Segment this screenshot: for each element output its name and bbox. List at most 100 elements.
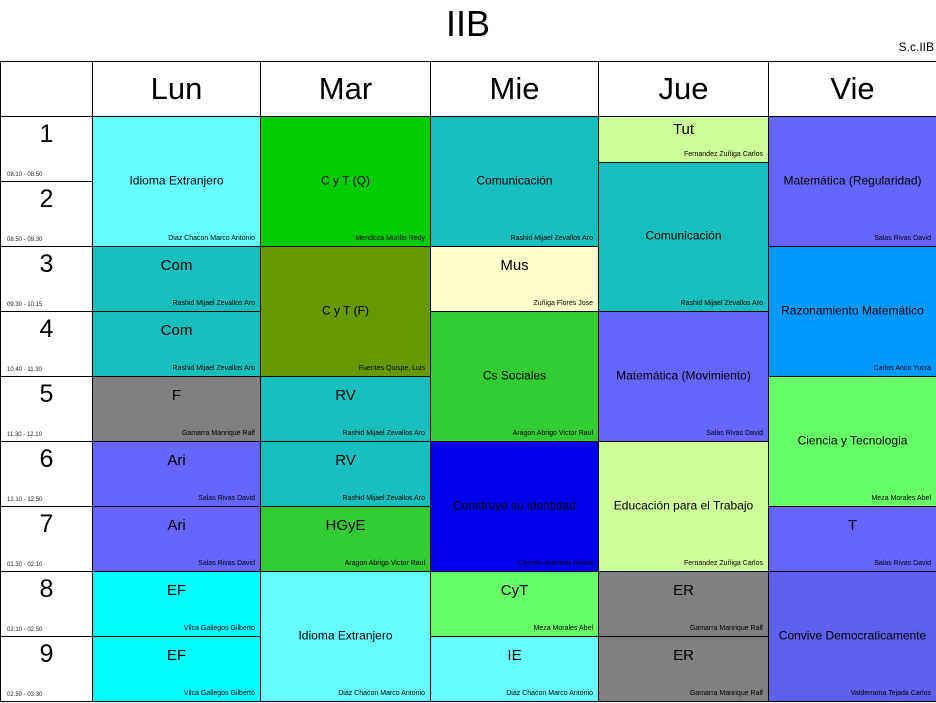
class-teacher: Gamarra Manrique Ralf: [689, 690, 763, 697]
class-block: EF Vilca Gallegos Gilberto: [92, 571, 261, 637]
class-teacher: Meza Morales Abel: [533, 625, 593, 632]
class-teacher: Rashid Mijael Zevallos Aro: [510, 235, 593, 242]
class-subject: IE: [507, 647, 522, 664]
class-block: Comunicación Rashid Mijael Zevallos Aro: [430, 116, 599, 247]
class-teacher: Rashid Mijael Zevallos Aro: [172, 365, 255, 372]
class-subject: C y T (Q): [321, 173, 370, 188]
class-block: F Gamarra Manrique Ralf: [92, 376, 261, 442]
period-time: 12.10 - 12.50: [7, 497, 43, 503]
period-number: 8: [39, 575, 54, 603]
class-subject: F: [171, 387, 182, 404]
class-block: RV Rashid Mijael Zevallos Aro: [260, 441, 431, 507]
class-teacher: Salas Rivas David: [198, 495, 255, 502]
period-label-4: 4 10.40 - 11.30: [0, 311, 93, 377]
period-time: 08.10 - 08.50: [7, 172, 43, 178]
period-number: 7: [39, 510, 54, 538]
corner-cell: [0, 61, 93, 117]
class-block: C y T (F) Fuentes Quispe, Luis: [260, 246, 431, 377]
class-block: Com Rashid Mijael Zevallos Aro: [92, 311, 261, 377]
class-subject: C y T (F): [322, 303, 369, 318]
class-block: Ari Salas Rivas David: [92, 441, 261, 507]
class-teacher: Salas Rivas David: [874, 560, 931, 567]
class-subject: Idioma Extranjero: [129, 173, 224, 188]
class-block: Cs Sociales Aragon Abrigo Victor Raul: [430, 311, 599, 442]
period-label-2: 2 08.50 - 09.30: [0, 181, 93, 247]
class-teacher: Rashid Mijael Zevallos Aro: [342, 430, 425, 437]
class-subject: HGyE: [325, 517, 366, 534]
class-subject: ER: [673, 647, 694, 664]
day-label: Mar: [318, 71, 373, 106]
class-subject: RV: [335, 452, 356, 469]
class-block: Comunicación Rashid Mijael Zevallos Aro: [598, 161, 769, 312]
class-block: HGyE Aragon Abrigo Victor Raul: [260, 506, 431, 572]
class-teacher: Rashid Mijael Zevallos Aro: [342, 495, 425, 502]
class-block: Idioma Extranjero Diaz Chacon Marco Anton…: [260, 571, 431, 702]
class-subject: T: [847, 517, 858, 534]
day-label: Vie: [830, 71, 875, 106]
class-teacher: Salas Rivas David: [874, 235, 931, 242]
class-subject: RV: [335, 387, 356, 404]
class-subject: EF: [166, 582, 187, 599]
day-header-jue: Jue: [598, 61, 769, 117]
class-subject: Cs Sociales: [482, 368, 547, 383]
class-subject: Convive Democraticamente: [778, 628, 927, 643]
class-block: Educación para el Trabajo Fernandez Zuñig…: [598, 441, 769, 572]
class-block: Com Rashid Mijael Zevallos Aro: [92, 246, 261, 312]
class-subject: EF: [166, 647, 187, 664]
class-block: RV Rashid Mijael Zevallos Aro: [260, 376, 431, 442]
class-block: T Salas Rivas David: [768, 506, 936, 572]
period-time: 10.40 - 11.30: [7, 367, 42, 373]
class-subject: Ari: [167, 517, 186, 534]
class-subject: Comunicación: [645, 228, 722, 243]
class-subject: CyT: [500, 582, 529, 599]
class-block: CyT Meza Morales Abel: [430, 571, 599, 637]
period-number: 2: [39, 185, 54, 213]
class-teacher: Diaz Chacon Marco Antonio: [338, 690, 425, 697]
class-teacher: Diaz Chacon Marco Antonio: [506, 690, 593, 697]
class-block: Matemática (Movimiento) Salas Rivas David: [598, 311, 769, 442]
class-teacher: Zuñiga Flores Jose: [533, 300, 593, 307]
class-subject: Ciencia y Tecnologia: [797, 433, 908, 448]
day-header-mar: Mar: [260, 61, 431, 117]
timetable-grid: Lun Mar Mie Jue Vie 1 08.10 - 08.50 2 08.50 - 09…: [0, 61, 936, 702]
class-code: S.c.IIB: [898, 40, 934, 54]
class-subject: Matemática (Movimiento): [616, 368, 751, 383]
class-teacher: Aragon Abrigo Victor Raul: [344, 560, 425, 567]
period-time: 02.10 - 02.50: [7, 627, 43, 633]
period-time: 08.50 - 09.30: [7, 237, 43, 243]
period-label-6: 6 12.10 - 12.50: [0, 441, 93, 507]
class-block: Matemática (Regularidad) Salas Rivas Davi…: [768, 116, 936, 247]
period-label-5: 5 11.30 - 12.10: [0, 376, 93, 442]
class-block: Construye su identidad Carnelo Arambar Ri…: [430, 441, 599, 572]
class-subject: ER: [673, 582, 694, 599]
class-teacher: Valderrama Tejada Carlos: [850, 690, 931, 697]
class-teacher: Carnelo Arambar Rilona: [518, 560, 593, 567]
class-teacher: Gamarra Manrique Ralf: [181, 430, 255, 437]
class-block: IE Diaz Chacon Marco Antonio: [430, 636, 599, 702]
class-teacher: Diaz Chacon Marco Antonio: [168, 235, 255, 242]
class-block: C y T (Q) Mendoza Murillo Redy: [260, 116, 431, 247]
class-teacher: Fuentes Quispe, Luis: [358, 365, 425, 372]
class-subject: Idioma Extranjero: [298, 628, 393, 643]
class-teacher: Vilca Gallegos Gilberto: [183, 690, 255, 697]
class-subject: Tut: [672, 121, 695, 138]
class-teacher: Mendoza Murillo Redy: [355, 235, 425, 242]
period-time: 02.50 - 03.30: [7, 692, 43, 698]
class-block: ER Gamarra Manrique Ralf: [598, 571, 769, 637]
class-teacher: Rashid Mijael Zevallos Aro: [680, 300, 763, 307]
class-block: Convive Democraticamente Valderrama Tejad…: [768, 571, 936, 702]
period-number: 3: [39, 250, 54, 278]
period-number: 1: [39, 120, 54, 148]
class-block: Mus Zuñiga Flores Jose: [430, 246, 599, 312]
period-time: 01.30 - 02.10: [7, 562, 43, 568]
class-subject: Comunicación: [476, 173, 553, 188]
day-header-vie: Vie: [768, 61, 936, 117]
class-block: Ciencia y Tecnologia Meza Morales Abel: [768, 376, 936, 507]
period-number: 4: [39, 315, 54, 343]
class-subject: Matemática (Regularidad): [783, 173, 922, 188]
class-teacher: Vilca Gallegos Gilberto: [183, 625, 255, 632]
period-time: 09.30 - 10.15: [7, 302, 43, 308]
period-label-9: 9 02.50 - 03.30: [0, 636, 93, 702]
class-block: EF Vilca Gallegos Gilberto: [92, 636, 261, 702]
class-block: Ari Salas Rivas David: [92, 506, 261, 572]
